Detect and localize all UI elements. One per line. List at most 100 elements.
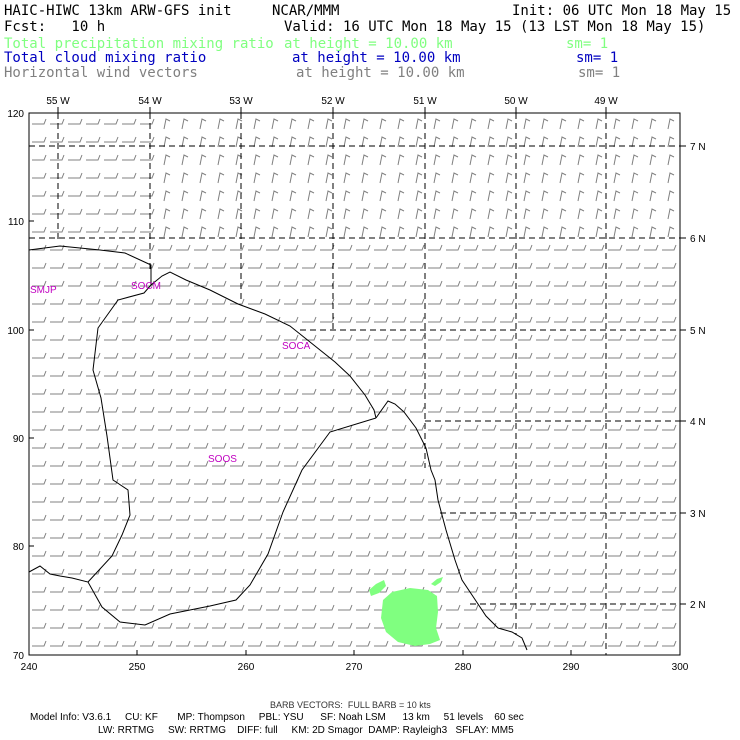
wind-barb bbox=[104, 604, 119, 611]
wind-barb bbox=[266, 604, 281, 611]
wind-barb bbox=[104, 622, 119, 629]
wind-barb bbox=[140, 154, 155, 161]
wind-barb bbox=[536, 640, 551, 647]
x-tick-label: 260 bbox=[238, 662, 255, 673]
wind-barb bbox=[356, 586, 371, 593]
wind-barb bbox=[320, 388, 335, 395]
wind-barb bbox=[410, 406, 425, 413]
wind-barb bbox=[356, 622, 371, 629]
wind-barb bbox=[500, 424, 515, 431]
wind-barb bbox=[446, 550, 461, 557]
wind-barb bbox=[536, 442, 551, 449]
wind-barb bbox=[181, 136, 189, 148]
wind-barb bbox=[482, 316, 497, 323]
wind-barb bbox=[626, 622, 641, 629]
wind-barb bbox=[248, 388, 263, 395]
wind-barb bbox=[649, 154, 657, 166]
station-label: SOCM bbox=[131, 281, 161, 292]
wind-barb bbox=[158, 550, 173, 557]
wind-barb bbox=[446, 298, 461, 305]
wind-barb bbox=[289, 118, 297, 130]
wind-barb bbox=[590, 640, 605, 647]
wind-barb bbox=[248, 442, 263, 449]
wind-barb bbox=[122, 190, 137, 197]
wind-barb bbox=[199, 154, 207, 166]
wind-barb bbox=[104, 190, 119, 197]
wind-barb bbox=[158, 532, 173, 539]
wind-barb bbox=[644, 640, 659, 647]
wind-barb bbox=[644, 352, 659, 359]
wind-barb bbox=[86, 208, 101, 215]
wind-barb bbox=[68, 460, 83, 467]
wind-barb bbox=[361, 190, 369, 202]
wind-barb bbox=[644, 622, 659, 629]
wind-barb bbox=[644, 262, 659, 269]
wind-barb bbox=[302, 298, 317, 305]
wind-barb bbox=[649, 190, 657, 202]
wind-barb bbox=[590, 604, 605, 611]
wind-barb bbox=[410, 568, 425, 575]
wind-barb bbox=[302, 388, 317, 395]
x-tick-label: 300 bbox=[672, 662, 689, 673]
wind-barb bbox=[140, 406, 155, 413]
wind-barb bbox=[338, 604, 353, 611]
wind-barb bbox=[410, 244, 425, 251]
wind-barb bbox=[361, 154, 369, 166]
wind-barb bbox=[248, 586, 263, 593]
wind-barb bbox=[307, 154, 315, 166]
wind-barb bbox=[500, 640, 515, 647]
wind-barb bbox=[536, 316, 551, 323]
wind-barb bbox=[392, 532, 407, 539]
wind-barb bbox=[536, 370, 551, 377]
wind-barb bbox=[32, 352, 47, 359]
wind-barb bbox=[482, 550, 497, 557]
wind-barb bbox=[194, 478, 209, 485]
barb-note: BARB VECTORS: FULL BARB = 10 kts bbox=[270, 700, 431, 710]
wind-barb bbox=[536, 424, 551, 431]
wind-barb bbox=[536, 298, 551, 305]
wind-barb bbox=[140, 388, 155, 395]
wind-barb bbox=[392, 352, 407, 359]
wind-barb bbox=[104, 208, 119, 215]
wind-barb bbox=[644, 586, 659, 593]
wind-barb bbox=[433, 208, 441, 220]
wind-barb bbox=[410, 316, 425, 323]
wind-barb bbox=[338, 532, 353, 539]
wind-barb bbox=[289, 226, 297, 238]
wind-barb bbox=[446, 316, 461, 323]
wind-barb bbox=[554, 604, 569, 611]
wind-barb bbox=[446, 244, 461, 251]
wind-barb bbox=[446, 478, 461, 485]
wind-barb-field bbox=[32, 118, 677, 647]
wind-barb bbox=[500, 586, 515, 593]
wind-barb bbox=[140, 514, 155, 521]
wind-barb bbox=[343, 118, 351, 130]
wind-barb bbox=[518, 334, 533, 341]
wind-barb bbox=[469, 208, 477, 220]
wind-barb bbox=[50, 154, 65, 161]
wind-barb bbox=[32, 118, 47, 125]
wind-barb bbox=[662, 514, 677, 521]
wind-barb bbox=[626, 334, 641, 341]
wind-barb bbox=[536, 514, 551, 521]
wind-barb bbox=[122, 568, 137, 575]
wind-barb bbox=[68, 208, 83, 215]
wind-barb bbox=[590, 532, 605, 539]
wind-barb bbox=[271, 136, 279, 148]
wind-barb bbox=[104, 388, 119, 395]
wind-barb bbox=[325, 118, 333, 130]
wind-barb bbox=[158, 280, 173, 287]
wind-barb bbox=[140, 226, 155, 233]
wind-barb bbox=[50, 568, 65, 575]
wind-barb bbox=[176, 244, 191, 251]
wind-barb bbox=[338, 262, 353, 269]
wind-barb bbox=[649, 118, 657, 130]
wind-barb bbox=[68, 190, 83, 197]
wind-barb bbox=[302, 604, 317, 611]
wind-barb bbox=[104, 514, 119, 521]
wind-barb bbox=[217, 154, 225, 166]
wind-barb bbox=[122, 352, 137, 359]
wind-barb bbox=[572, 352, 587, 359]
wind-barb bbox=[469, 154, 477, 166]
wind-barb bbox=[176, 550, 191, 557]
